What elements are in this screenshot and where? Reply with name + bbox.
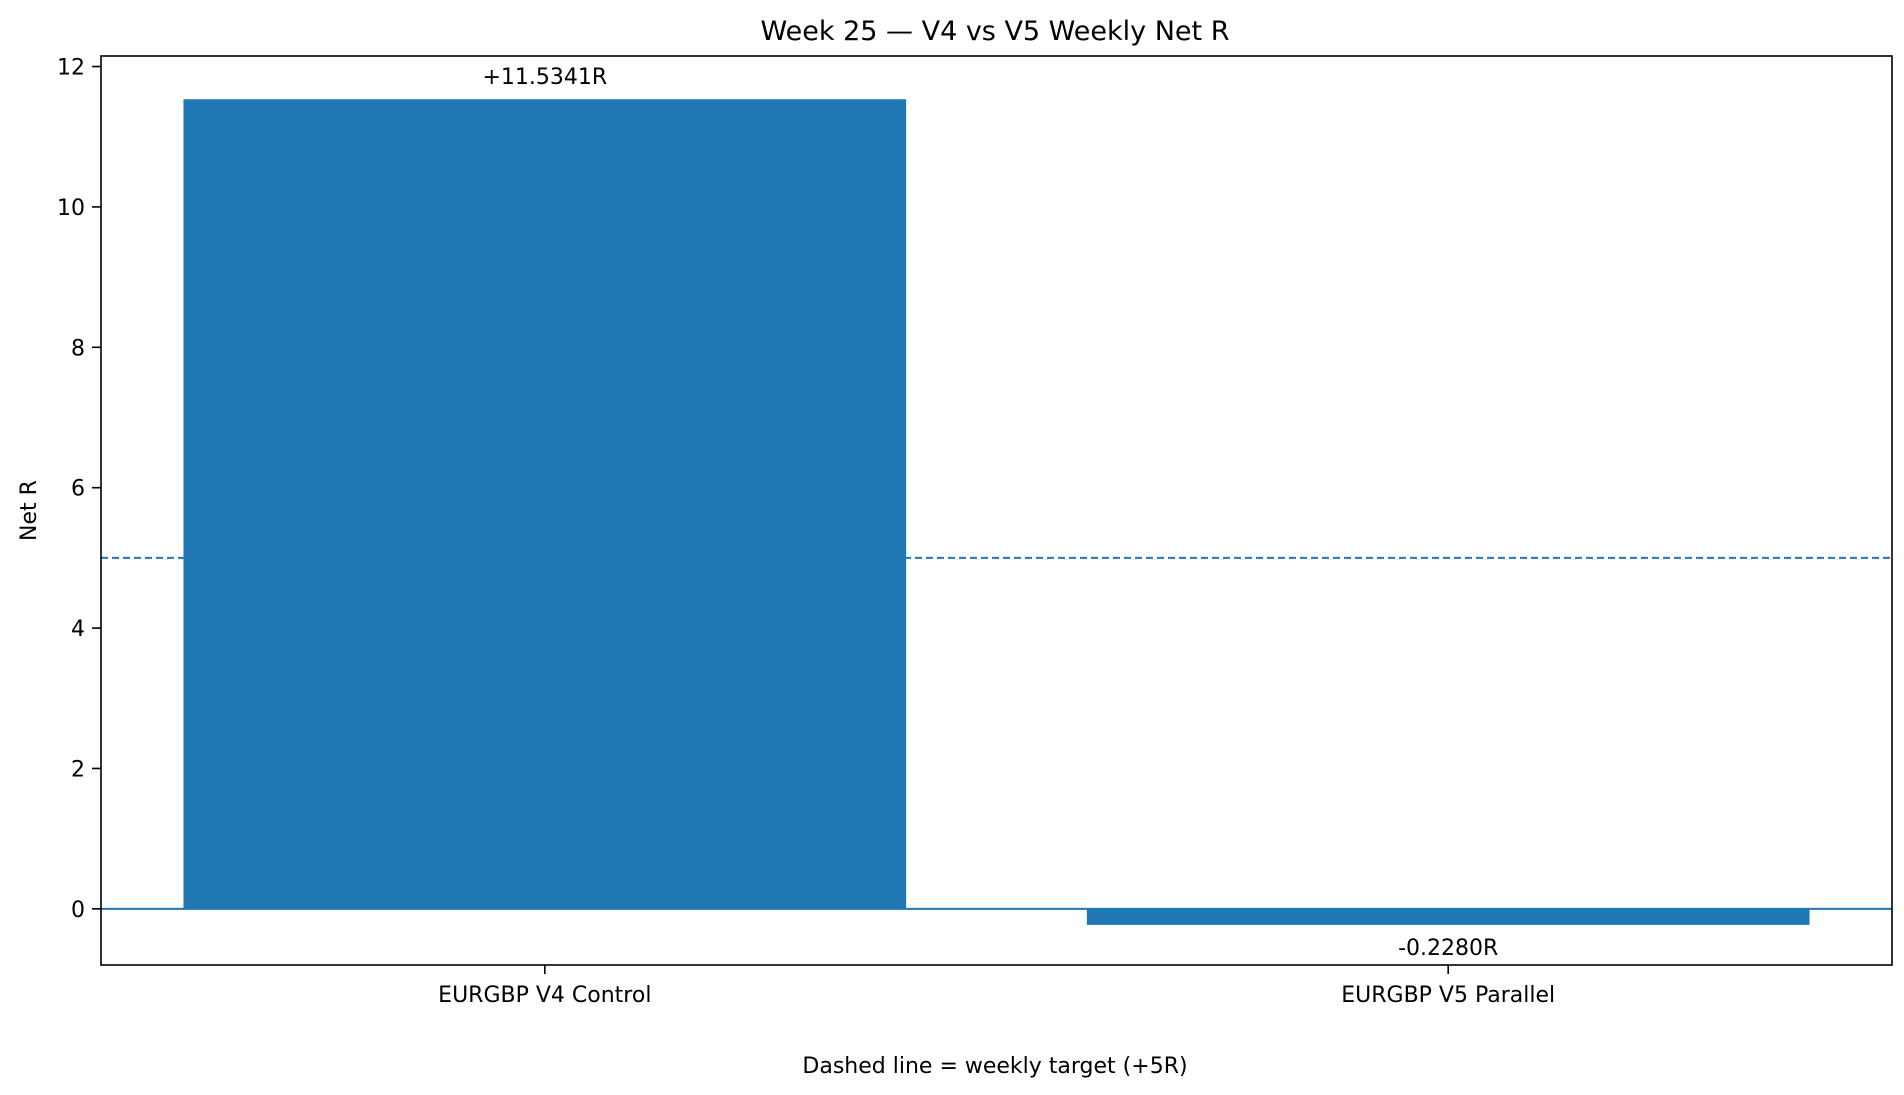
y-tick-label: 4	[71, 617, 85, 642]
x-tick-label: EURGBP V5 Parallel	[1341, 983, 1555, 1008]
y-axis-label: Net R	[17, 480, 42, 541]
plot-area: +11.5341R -0.2280R	[101, 65, 1892, 961]
y-tick-label: 2	[71, 757, 85, 782]
x-tick-label: EURGBP V4 Control	[438, 983, 651, 1008]
y-tick-label: 12	[57, 56, 85, 81]
chart-title: Week 25 — V4 vs V5 Weekly Net R	[761, 16, 1230, 47]
x-axis: EURGBP V4 Control EURGBP V5 Parallel	[438, 965, 1555, 1008]
bar	[1086, 908, 1810, 925]
y-tick-label: 0	[71, 898, 85, 923]
y-tick-label: 6	[71, 477, 85, 502]
footnote: Dashed line = weekly target (+5R)	[802, 1054, 1187, 1079]
bar-value-label: -0.2280R	[1398, 936, 1498, 961]
y-tick-label: 10	[57, 196, 85, 221]
bar-value-label: +11.5341R	[482, 65, 607, 90]
bar	[183, 99, 907, 909]
y-tick-label: 8	[71, 336, 85, 361]
plot-frame	[100, 55, 1893, 966]
y-axis: 0 2 4 6 8 10 12	[57, 56, 101, 923]
